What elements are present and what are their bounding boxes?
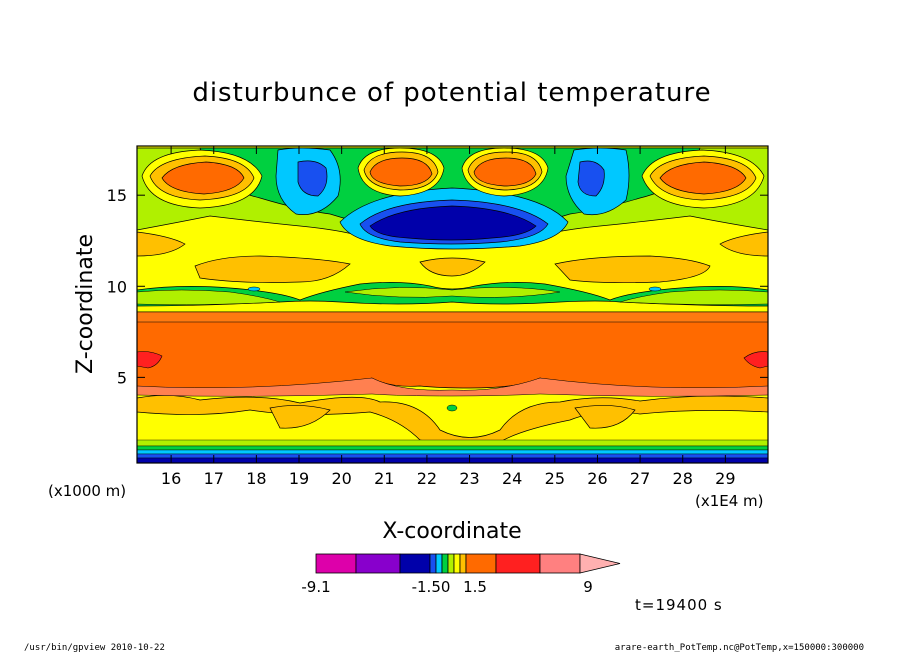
x-tick-label: 26 <box>587 469 607 488</box>
y-tick-label: 5 <box>117 368 127 387</box>
plot-frame <box>136 145 769 464</box>
x-tick-label: 23 <box>459 469 479 488</box>
colorbar-swatch <box>453 553 461 574</box>
colorbar-swatch <box>539 553 581 574</box>
time-label: t=19400 s <box>635 596 723 614</box>
colorbar-swatch <box>429 553 437 574</box>
colorbar-swatch <box>495 553 541 574</box>
colorbar-swatch <box>435 553 443 574</box>
colorbar-label-neg: -1.50 <box>412 578 451 596</box>
y-tick-label: 10 <box>107 277 127 296</box>
x-axis-label: X-coordinate <box>382 519 521 544</box>
x-unit-left: (x1000 m) <box>48 482 126 500</box>
footer-left: /usr/bin/gpview 2010-10-22 <box>24 643 165 653</box>
x-tick-label: 29 <box>715 469 735 488</box>
colorbar-swatch <box>441 553 449 574</box>
colorbar <box>315 553 621 574</box>
y-tick-label: 15 <box>107 186 127 205</box>
x-tick-label: 18 <box>246 469 266 488</box>
colorbar-swatch <box>465 553 497 574</box>
colorbar-swatch <box>459 553 467 574</box>
x-tick-label: 25 <box>545 469 565 488</box>
colorbar-labels: -9.1 -1.50 1.5 9 <box>301 578 592 596</box>
x-tick-label: 22 <box>417 469 437 488</box>
x-tick-label: 16 <box>161 469 181 488</box>
chart-title: disturbunce of potential temperature <box>192 78 711 108</box>
colorbar-swatch <box>399 553 431 574</box>
x-tick-label: 20 <box>331 469 351 488</box>
y-axis-ticks: 5 10 15 <box>107 186 768 387</box>
x-tick-label: 24 <box>502 469 522 488</box>
colorbar-swatch <box>315 553 357 574</box>
x-unit-right: (x1E4 m) <box>695 492 764 510</box>
x-tick-label: 19 <box>289 469 309 488</box>
contour-field <box>137 146 768 463</box>
x-tick-label: 21 <box>374 469 394 488</box>
x-tick-label: 28 <box>673 469 693 488</box>
x-tick-label: 27 <box>630 469 650 488</box>
y-axis-label: Z-coordinate <box>73 234 98 374</box>
footer-right: arare-earth_PotTemp.nc@PotTemp,x=150000:… <box>615 643 864 653</box>
colorbar-extension-arrow <box>579 553 621 574</box>
x-axis-ticks: 16 17 18 19 20 21 22 23 24 25 26 27 28 29 <box>161 146 736 488</box>
colorbar-swatch <box>355 553 401 574</box>
colorbar-swatch <box>447 553 455 574</box>
colorbar-label-max: 9 <box>583 578 593 596</box>
colorbar-label-min: -9.1 <box>301 578 330 596</box>
colorbar-label-pos: 1.5 <box>463 578 487 596</box>
x-tick-label: 17 <box>204 469 224 488</box>
